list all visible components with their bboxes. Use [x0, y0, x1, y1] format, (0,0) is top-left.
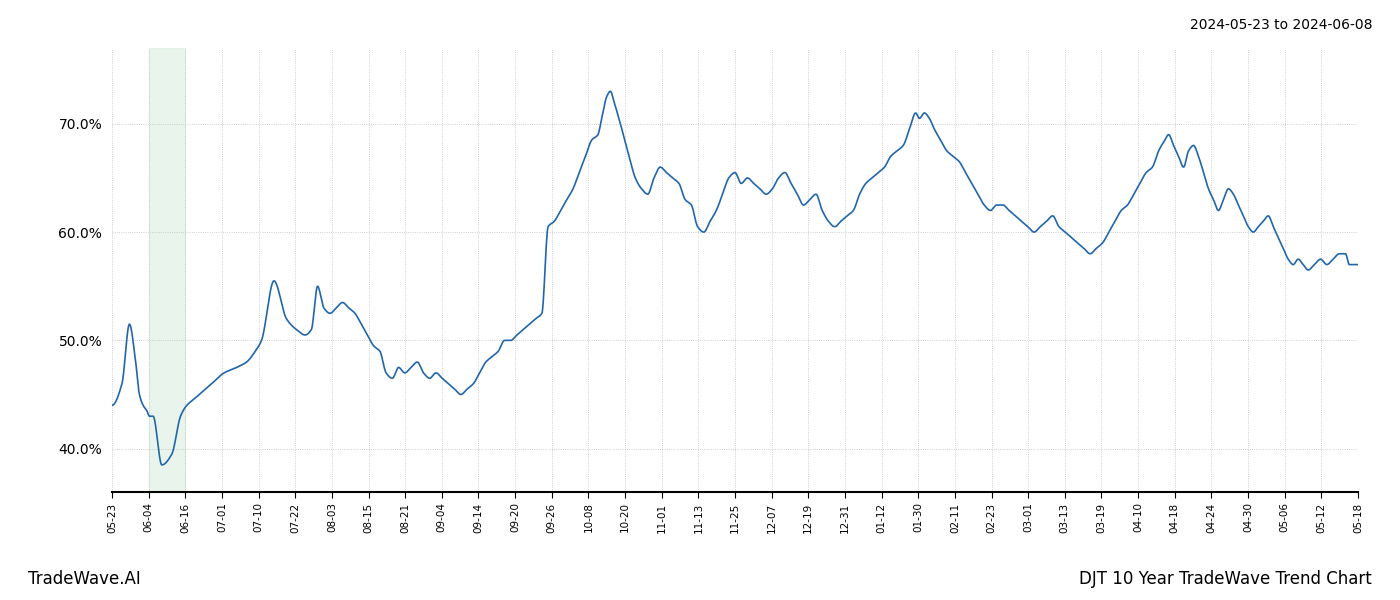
- Text: 2024-05-23 to 2024-06-08: 2024-05-23 to 2024-06-08: [1190, 18, 1372, 32]
- Text: TradeWave.AI: TradeWave.AI: [28, 570, 141, 588]
- Text: DJT 10 Year TradeWave Trend Chart: DJT 10 Year TradeWave Trend Chart: [1079, 570, 1372, 588]
- Bar: [148, 48, 185, 492]
